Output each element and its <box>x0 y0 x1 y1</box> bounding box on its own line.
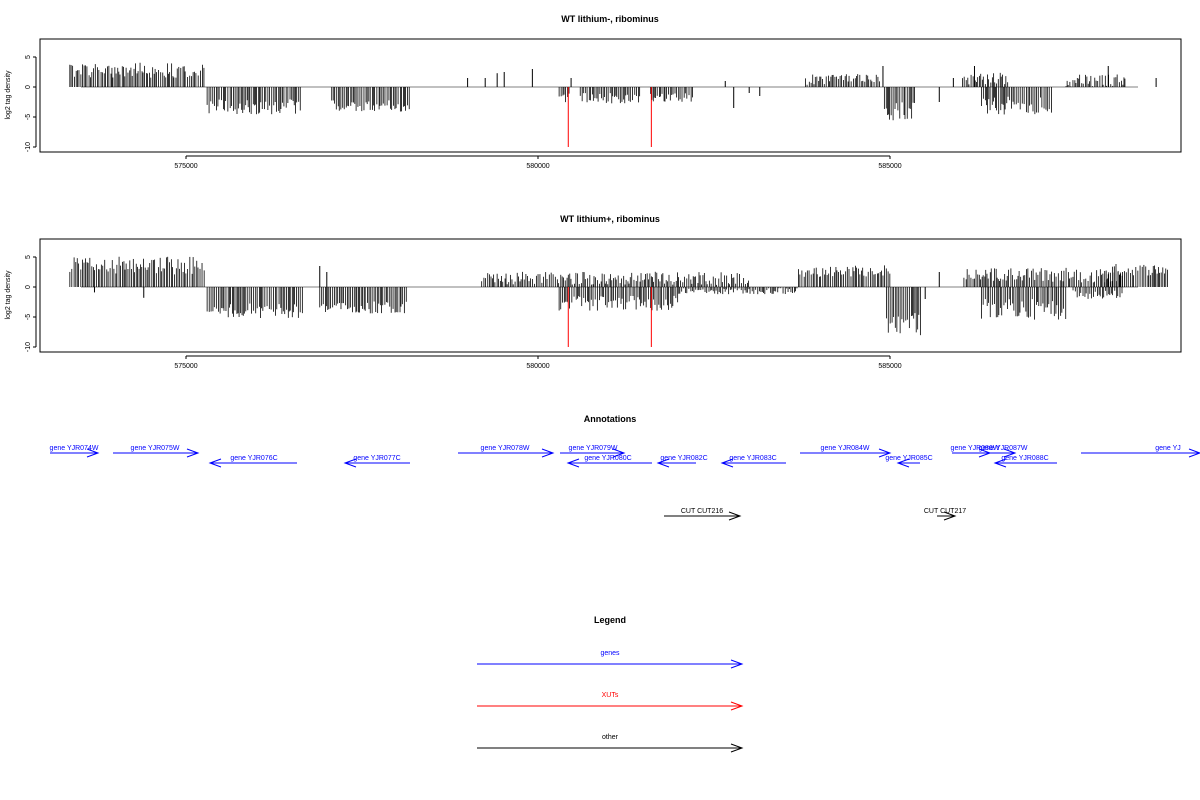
legend-arrow-head <box>730 659 744 669</box>
x-tick-label: 580000 <box>526 163 549 170</box>
arrow-head <box>612 448 626 458</box>
gene-feature: gene YJR085C <box>885 455 933 468</box>
feature-label: gene YJR078W <box>481 445 530 452</box>
gene-feature: gene YJR079W <box>560 445 626 458</box>
y-tick-label: -10 <box>25 342 32 352</box>
feature-label: gene YJR075W <box>131 445 180 452</box>
feature-label: gene YJ <box>1155 445 1181 452</box>
gene-feature: gene YJR082C <box>656 455 708 468</box>
arrow-head <box>656 458 670 468</box>
arrow-head <box>728 511 742 521</box>
axes: -10 -5 0 5 575000 580000 585000 <box>25 255 902 370</box>
plot-frame <box>39 38 1182 153</box>
y-tick-label: 5 <box>25 55 32 59</box>
annotations-track: Annotations gene YJR074W gene YJR075W gene… <box>50 414 1200 521</box>
feature-label: gene YJR077C <box>353 455 400 462</box>
y-axis-label: log2 tag density <box>5 70 12 120</box>
signal-bars <box>69 62 1157 147</box>
gene-feature: gene YJR083C <box>720 455 786 468</box>
gene-feature: gene YJR077C <box>343 455 410 468</box>
gene-feature: gene YJ <box>1081 445 1200 458</box>
arrow-head <box>993 458 1007 468</box>
track-panel-lithium-minus: WT lithium-, ribominus log2 tag density … <box>5 14 1182 170</box>
y-tick-label: 0 <box>25 85 32 89</box>
feature-label: gene YJR087W <box>979 445 1028 452</box>
feature-label: CUT CUT216 <box>681 508 723 515</box>
gene-feature: gene YJR078W <box>458 445 555 458</box>
panel-title: WT lithium+, ribominus <box>560 214 660 224</box>
arrow-head <box>896 458 910 468</box>
cut-feature: CUT CUT216 <box>664 508 742 521</box>
x-tick-label: 575000 <box>174 363 197 370</box>
feature-label: gene YJR076C <box>230 455 277 462</box>
legend-item-genes: genes <box>477 650 744 669</box>
x-tick-label: 580000 <box>526 363 549 370</box>
axes: -10 -5 0 5 575000 580000 585000 <box>25 55 902 170</box>
gene-feature: gene YJR084W <box>800 445 892 458</box>
arrow-head <box>943 511 957 521</box>
cut-feature: CUT CUT217 <box>924 508 966 521</box>
y-tick-label: -10 <box>25 142 32 152</box>
legend-title: Legend <box>594 615 626 625</box>
panel-title: WT lithium-, ribominus <box>561 14 659 24</box>
gene-feature: gene YJR075W <box>113 445 200 458</box>
legend-arrow-head <box>730 743 744 753</box>
x-tick-label: 585000 <box>878 363 901 370</box>
y-axis-label: log2 tag density <box>5 270 12 320</box>
legend-label: genes <box>600 650 620 657</box>
signal-bars <box>69 256 1168 347</box>
feature-label: gene YJR086W <box>951 445 1000 452</box>
feature-label: CUT CUT217 <box>924 508 966 515</box>
y-tick-label: -5 <box>25 114 32 120</box>
arrow-head <box>343 458 357 468</box>
x-tick-label: 575000 <box>174 163 197 170</box>
arrow-head <box>86 448 100 458</box>
arrow-head <box>541 448 555 458</box>
legend-label: XUTs <box>602 692 619 699</box>
gene-feature: gene YJR080C <box>566 455 652 468</box>
gene-feature: gene YJR088C <box>993 455 1057 468</box>
feature-label: gene YJR085C <box>885 455 932 462</box>
feature-label: gene YJR080C <box>584 455 631 462</box>
arrow-head <box>566 458 580 468</box>
feature-label: gene YJR079W <box>569 445 618 452</box>
legend-label: other <box>602 734 619 741</box>
track-panel-lithium-plus: WT lithium+, ribominus log2 tag density … <box>5 214 1182 370</box>
legend-arrow-head <box>730 701 744 711</box>
x-tick-label: 585000 <box>878 163 901 170</box>
annotations-title: Annotations <box>584 414 637 424</box>
feature-label: gene YJR082C <box>660 455 707 462</box>
feature-label: gene YJR084W <box>821 445 870 452</box>
plot-frame <box>39 238 1182 353</box>
feature-label: gene YJR074W <box>50 445 99 452</box>
legend-item-other: other <box>477 734 744 753</box>
gene-feature: gene YJR074W <box>50 445 100 458</box>
arrow-head <box>878 448 892 458</box>
arrow-head <box>1003 448 1017 458</box>
y-tick-label: 5 <box>25 255 32 259</box>
arrow-head <box>186 448 200 458</box>
arrow-head <box>208 458 222 468</box>
arrow-head <box>720 458 734 468</box>
legend-item-xuts: XUTs <box>477 692 744 711</box>
feature-label: gene YJR083C <box>729 455 776 462</box>
y-tick-label: -5 <box>25 314 32 320</box>
y-tick-label: 0 <box>25 285 32 289</box>
feature-label: gene YJR088C <box>1001 455 1048 462</box>
legend: Legend genes XUTs other <box>477 615 744 753</box>
gene-feature: gene YJR076C <box>208 455 297 468</box>
arrow-head <box>1188 448 1200 458</box>
gene-feature: gene YJR087W <box>979 445 1028 458</box>
